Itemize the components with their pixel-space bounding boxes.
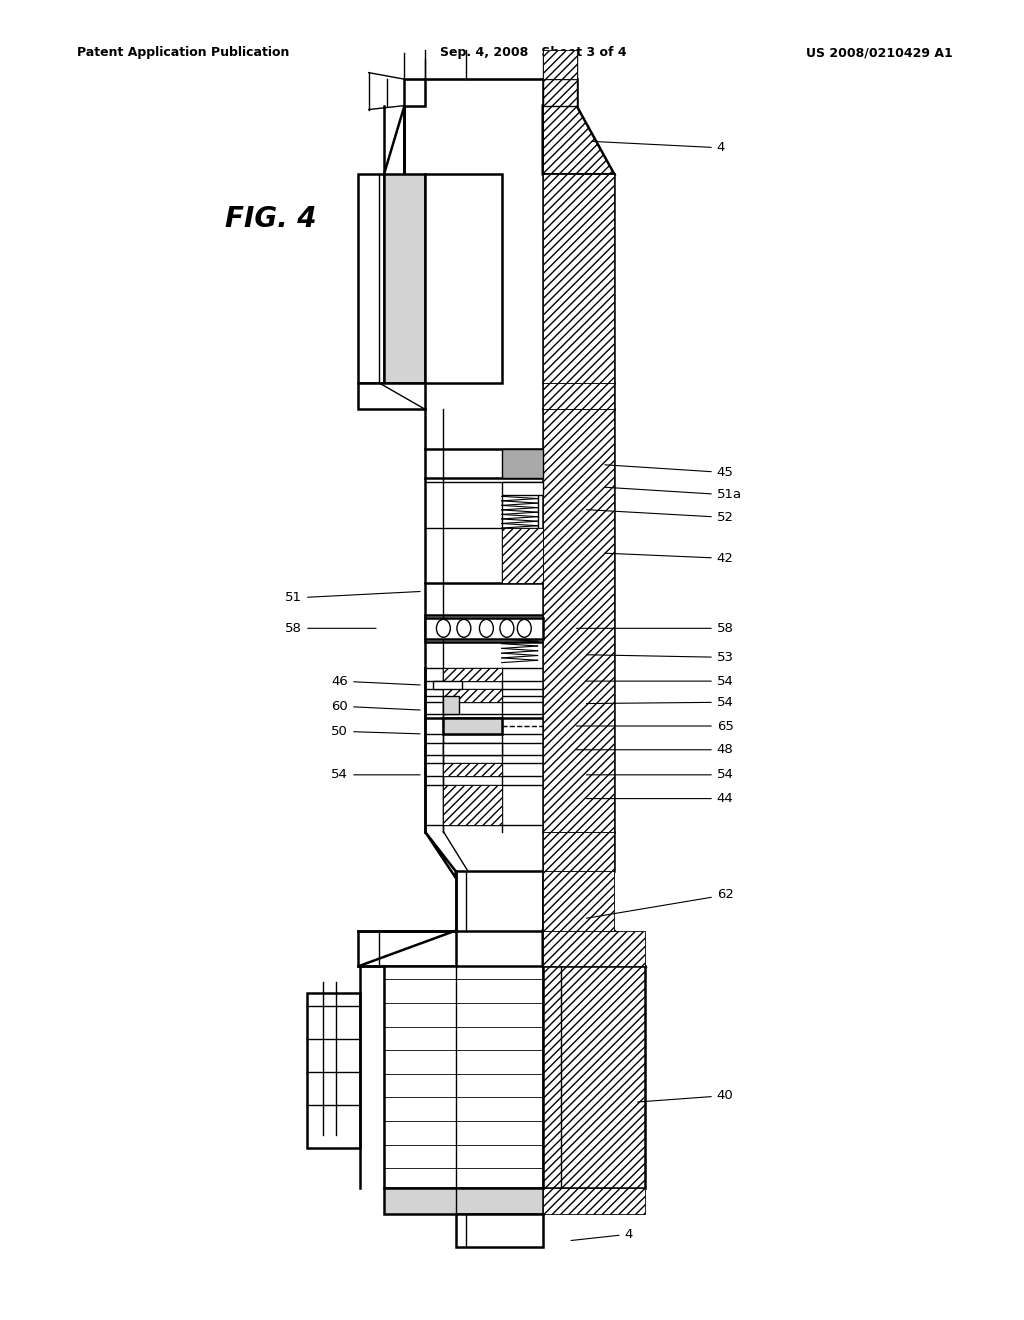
Bar <box>543 383 614 409</box>
Bar <box>443 696 459 714</box>
Polygon shape <box>543 106 614 174</box>
Bar <box>443 689 502 702</box>
Text: 48: 48 <box>577 743 733 756</box>
Text: 54: 54 <box>587 768 733 781</box>
Bar <box>433 681 462 689</box>
Text: US 2008/0210429 A1: US 2008/0210429 A1 <box>806 46 952 59</box>
Text: 52: 52 <box>587 510 734 524</box>
Text: 54: 54 <box>587 696 733 709</box>
Text: 44: 44 <box>587 792 733 805</box>
Bar <box>543 409 614 832</box>
Text: 46: 46 <box>332 675 420 688</box>
Text: 58: 58 <box>577 622 733 635</box>
Text: 53: 53 <box>587 651 734 664</box>
Polygon shape <box>358 931 456 966</box>
Bar <box>543 50 577 79</box>
Text: 40: 40 <box>638 1089 733 1102</box>
Text: 4: 4 <box>571 1228 633 1241</box>
Bar <box>384 174 425 383</box>
Bar <box>443 718 502 734</box>
Bar <box>358 174 384 383</box>
Bar <box>543 79 577 106</box>
Circle shape <box>457 619 471 638</box>
Bar <box>456 871 543 931</box>
Polygon shape <box>358 931 456 966</box>
Bar <box>456 1214 543 1247</box>
Bar <box>384 1188 543 1214</box>
Text: Patent Application Publication: Patent Application Publication <box>77 46 289 59</box>
Text: 51: 51 <box>285 591 420 605</box>
Bar <box>502 449 543 478</box>
Bar <box>443 763 502 776</box>
Bar <box>307 993 360 1148</box>
Bar <box>543 871 614 931</box>
Text: 4: 4 <box>592 141 725 154</box>
Text: 51a: 51a <box>605 487 742 502</box>
Polygon shape <box>543 832 614 871</box>
Text: 62: 62 <box>587 888 733 919</box>
Text: 45: 45 <box>605 465 733 479</box>
Polygon shape <box>543 383 614 409</box>
Bar <box>543 1188 645 1214</box>
Polygon shape <box>384 106 404 174</box>
Bar <box>425 618 543 639</box>
Text: 54: 54 <box>332 768 420 781</box>
Text: FIG. 4: FIG. 4 <box>225 205 316 232</box>
Bar <box>502 528 543 583</box>
Circle shape <box>436 619 451 638</box>
Polygon shape <box>425 832 456 878</box>
Text: 54: 54 <box>587 675 733 688</box>
Polygon shape <box>358 383 425 409</box>
Bar <box>543 832 614 871</box>
Bar <box>543 174 614 383</box>
Text: 50: 50 <box>332 725 420 738</box>
Bar <box>443 785 502 825</box>
Text: Sep. 4, 2008   Sheet 3 of 4: Sep. 4, 2008 Sheet 3 of 4 <box>440 46 627 59</box>
Text: 60: 60 <box>332 700 420 713</box>
Text: 58: 58 <box>286 622 376 635</box>
Bar <box>443 668 502 681</box>
Circle shape <box>500 619 514 638</box>
Bar <box>425 174 502 383</box>
Bar <box>443 743 502 755</box>
Bar <box>502 482 543 495</box>
Polygon shape <box>543 966 645 1188</box>
Bar <box>384 966 543 1188</box>
Circle shape <box>479 619 494 638</box>
Circle shape <box>517 619 531 638</box>
Polygon shape <box>404 79 425 106</box>
Bar <box>543 931 645 966</box>
Polygon shape <box>543 931 645 966</box>
Text: 65: 65 <box>577 719 733 733</box>
Text: 42: 42 <box>605 552 733 565</box>
